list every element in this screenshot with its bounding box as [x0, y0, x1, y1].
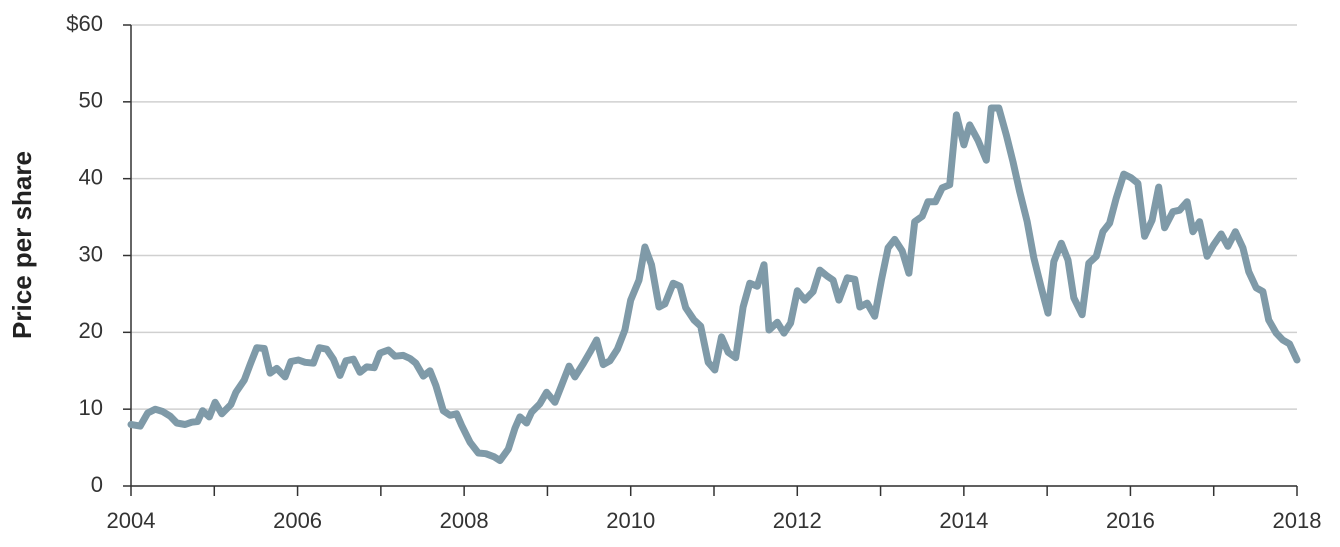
- y-tick-label: 10: [79, 395, 103, 420]
- y-tick-label: 40: [79, 164, 103, 189]
- x-tick-label: 2014: [939, 508, 988, 533]
- y-axis-label: Price per share: [7, 151, 37, 339]
- x-tick-label: 2004: [107, 508, 156, 533]
- x-tick-label: 2010: [606, 508, 655, 533]
- y-tick-label: 20: [79, 318, 103, 343]
- x-tick-label: 2018: [1273, 508, 1322, 533]
- price-line: [127, 104, 1301, 465]
- x-tick-label: 2008: [440, 508, 489, 533]
- y-tick-label: 50: [79, 88, 103, 113]
- y-tick-label: $60: [66, 11, 103, 36]
- x-tick-label: 2006: [273, 508, 322, 533]
- y-tick-label: 30: [79, 241, 103, 266]
- y-tick-label: 0: [91, 472, 103, 497]
- x-tick-label: 2012: [773, 508, 822, 533]
- x-tick-label: 2016: [1106, 508, 1155, 533]
